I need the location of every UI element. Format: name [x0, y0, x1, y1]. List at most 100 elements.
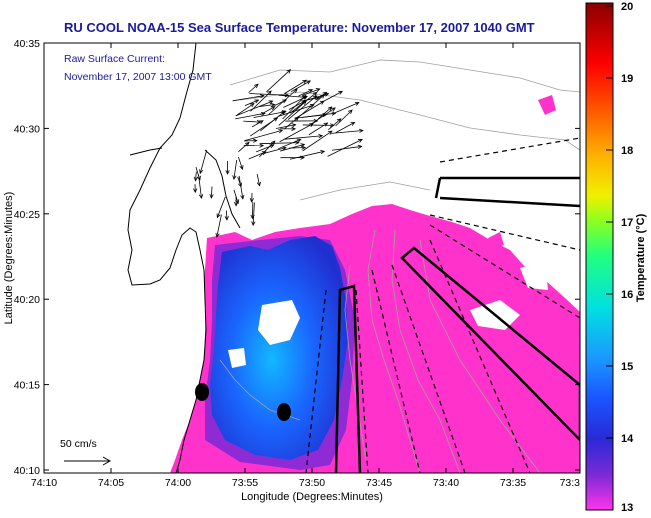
current-vector	[331, 146, 362, 151]
current-vector-head	[249, 103, 255, 108]
current-vector	[256, 144, 274, 153]
cloud-gap	[228, 348, 246, 368]
current-vector	[195, 171, 197, 181]
current-vector-head	[282, 99, 287, 104]
scale-arrow	[64, 456, 112, 466]
current-vector	[302, 88, 320, 96]
current-vector	[233, 159, 238, 180]
current-vector	[260, 110, 286, 132]
current-vector	[199, 150, 208, 174]
colorbar	[585, 2, 614, 511]
current-vector	[210, 186, 213, 198]
current-vector-head	[314, 96, 320, 101]
current-vector-head	[252, 138, 258, 143]
x-tick-label: 73:45	[366, 477, 392, 489]
current-vector	[289, 150, 325, 160]
current-vector-head	[327, 130, 333, 135]
colorbar-label: Temperature (°C)	[635, 213, 647, 302]
current-vector-head	[291, 126, 297, 131]
current-vector	[289, 147, 306, 149]
transect-lines	[305, 137, 580, 473]
y-axis-ticks: 40:35 40:30 40:25 40:20 40:15 40:10	[14, 38, 580, 477]
current-vector	[238, 175, 244, 199]
current-vector-head	[309, 103, 315, 108]
current-vector	[253, 111, 286, 118]
current-vector-head	[233, 201, 239, 207]
current-vector-head	[225, 170, 230, 175]
current-vector-head	[327, 106, 333, 111]
current-vector-head	[196, 175, 201, 181]
y-tick-label: 40:35	[14, 38, 40, 50]
current-vector-head	[273, 117, 279, 122]
current-vector-head	[318, 133, 324, 139]
y-tick-label: 40:10	[14, 465, 40, 477]
current-vector-head	[320, 94, 326, 99]
current-vector	[263, 147, 286, 154]
current-vector	[284, 135, 323, 140]
current-vector	[278, 100, 307, 126]
x-tick-label: 73:55	[232, 477, 258, 489]
current-vector	[276, 124, 296, 129]
x-tick-label: 74:10	[31, 477, 57, 489]
current-vector	[266, 69, 291, 93]
warm-sst-patch	[488, 232, 504, 248]
colorbar-tick-label: 15	[621, 361, 633, 373]
current-vector-head	[286, 69, 292, 74]
current-vector-head	[278, 129, 284, 134]
bathymetry-contours	[219, 59, 580, 473]
current-vector-head	[296, 138, 302, 143]
current-vector	[243, 120, 261, 123]
current-vector-head	[331, 111, 337, 116]
current-vector	[310, 107, 336, 125]
sampling-boxes	[334, 176, 580, 473]
current-vector	[301, 112, 336, 118]
current-vector	[288, 100, 306, 110]
current-vector-head	[295, 140, 300, 145]
current-vector	[235, 112, 265, 120]
colorbar-tick-label: 16	[621, 289, 633, 301]
colorbar-tick-label: 13	[621, 502, 633, 514]
current-vector-head	[224, 216, 229, 221]
current-vector-head	[254, 99, 260, 104]
current-vector-head	[315, 88, 321, 93]
current-vector	[237, 156, 243, 170]
current-vector-head	[320, 150, 326, 155]
current-vector	[251, 120, 264, 128]
current-vector-head	[301, 100, 307, 105]
current-vector-head	[215, 232, 220, 238]
current-vector-head	[357, 144, 363, 149]
current-vector	[284, 79, 307, 94]
current-vector	[216, 214, 222, 237]
current-vector-head	[267, 90, 272, 96]
current-vector	[334, 102, 360, 114]
current-vector	[249, 93, 289, 96]
current-vector	[331, 130, 363, 134]
cloud-gap	[520, 262, 548, 290]
cloud-gap	[258, 300, 300, 345]
current-vector	[327, 139, 363, 157]
current-vector-head	[244, 141, 250, 147]
current-vector	[244, 99, 259, 107]
current-vector	[287, 95, 317, 120]
current-vector	[195, 167, 201, 180]
current-vector-head	[259, 143, 265, 148]
current-vector-head	[268, 100, 274, 105]
map-plot: 50 cm/s Raw Surface Current: November 17…	[44, 43, 580, 473]
current-vector	[318, 106, 332, 120]
current-vector	[260, 106, 275, 116]
colorbar-tick-label: 18	[621, 145, 633, 157]
current-vector-head	[331, 107, 336, 112]
current-vector-head	[309, 123, 314, 128]
current-vector-head	[240, 194, 245, 200]
coastline	[129, 147, 163, 156]
current-vector	[294, 94, 325, 122]
current-label-line1: Raw Surface Current:	[64, 53, 165, 65]
current-vector	[274, 99, 287, 106]
current-vector-head	[284, 93, 290, 98]
coastline	[204, 149, 241, 229]
current-vector	[248, 83, 259, 93]
current-vector-head	[313, 118, 319, 124]
current-vector-head	[303, 95, 308, 100]
current-vector	[290, 80, 311, 93]
current-vector	[321, 90, 343, 103]
